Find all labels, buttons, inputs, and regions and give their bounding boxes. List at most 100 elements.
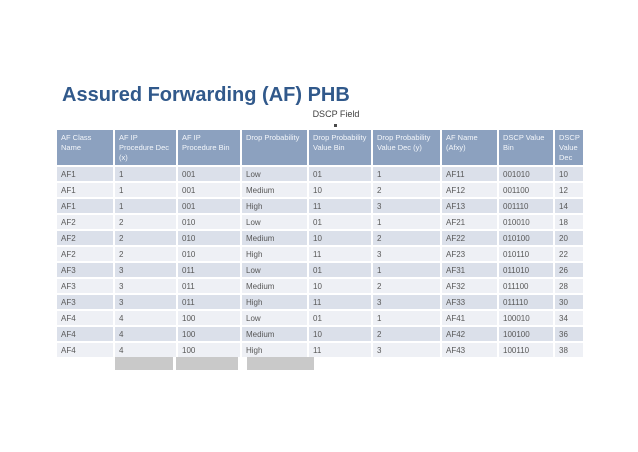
table-cell: 011	[176, 277, 242, 296]
table-cell: 1	[371, 309, 442, 328]
table-cell: AF32	[440, 277, 499, 296]
table-cell: 1	[113, 197, 178, 216]
table-row: AF3 3 011 High 11 3 AF33 011110 30	[55, 293, 585, 312]
table-cell: AF2	[55, 213, 115, 232]
table-cell: 36	[553, 325, 585, 344]
table-cell: 26	[553, 261, 585, 280]
table-cell: AF1	[55, 165, 115, 184]
table-cell: 10	[307, 325, 373, 344]
table-cell: AF12	[440, 181, 499, 200]
table-cell: Medium	[240, 325, 309, 344]
table-cell: 2	[113, 229, 178, 248]
table-header: AF Class Name AF IP Procedure Dec (x) AF…	[55, 127, 585, 168]
table-cell: 010010	[497, 213, 555, 232]
placeholder-bar	[176, 357, 238, 370]
table-cell: 1	[113, 181, 178, 200]
table-cell: 3	[113, 293, 178, 312]
table-cell: 2	[371, 181, 442, 200]
table-cell: 34	[553, 309, 585, 328]
table-cell: 100100	[497, 325, 555, 344]
table-cell: 1	[371, 165, 442, 184]
table-cell: 010100	[497, 229, 555, 248]
table-cell: 01	[307, 261, 373, 280]
table-row: AF4 4 100 Medium 10 2 AF42 100100 36	[55, 325, 585, 344]
table-cell: 3	[371, 293, 442, 312]
table-cell: 18	[553, 213, 585, 232]
column-header-drop-probability: Drop Probability	[240, 127, 309, 168]
table-cell: 4	[113, 309, 178, 328]
table-cell: 12	[553, 181, 585, 200]
table-cell: High	[240, 245, 309, 264]
table-cell: 4	[113, 325, 178, 344]
table-cell: AF3	[55, 277, 115, 296]
table-cell: 011100	[497, 277, 555, 296]
table-row: AF1 1 001 Medium 10 2 AF12 001100 12	[55, 181, 585, 200]
column-header-drop-prob-value-bin: Drop Probability Value Bin	[307, 127, 373, 168]
placeholder-bar	[115, 357, 173, 370]
table-row: AF2 2 010 Low 01 1 AF21 010010 18	[55, 213, 585, 232]
table-cell: 100110	[497, 341, 555, 360]
table-cell: 100010	[497, 309, 555, 328]
table-row: AF4 4 100 High 11 3 AF43 100110 38	[55, 341, 585, 360]
table-cell: 4	[113, 341, 178, 360]
table-cell: 1	[371, 261, 442, 280]
table-cell: 011110	[497, 293, 555, 312]
table-cell: 2	[113, 245, 178, 264]
dscp-field-label: DSCP Field	[312, 109, 360, 119]
table-cell: AF11	[440, 165, 499, 184]
table-cell: High	[240, 293, 309, 312]
table-cell: AF13	[440, 197, 499, 216]
table-cell: Low	[240, 261, 309, 280]
table-cell: 010110	[497, 245, 555, 264]
table-row: AF2 2 010 Medium 10 2 AF22 010100 20	[55, 229, 585, 248]
table-cell: 11	[307, 341, 373, 360]
table-cell: 01	[307, 309, 373, 328]
table-cell: 20	[553, 229, 585, 248]
table-cell: 3	[371, 245, 442, 264]
pointer-dot-icon	[334, 124, 337, 127]
table-cell: 001100	[497, 181, 555, 200]
header-row: AF Class Name AF IP Procedure Dec (x) AF…	[55, 127, 585, 168]
table-row: AF2 2 010 High 11 3 AF23 010110 22	[55, 245, 585, 264]
table-cell: 010	[176, 245, 242, 264]
column-header-af-ip-procedure-bin: AF IP Procedure Bin	[176, 127, 242, 168]
table-cell: Low	[240, 165, 309, 184]
table-cell: Medium	[240, 181, 309, 200]
table-cell: AF33	[440, 293, 499, 312]
table-cell: 30	[553, 293, 585, 312]
table-cell: 100	[176, 309, 242, 328]
table-row: AF3 3 011 Medium 10 2 AF32 011100 28	[55, 277, 585, 296]
table-cell: 001010	[497, 165, 555, 184]
table-row: AF1 1 001 High 11 3 AF13 001110 14	[55, 197, 585, 216]
af-phb-table: AF Class Name AF IP Procedure Dec (x) AF…	[55, 127, 585, 360]
table-cell: 28	[553, 277, 585, 296]
table-cell: 001110	[497, 197, 555, 216]
table-cell: 3	[371, 341, 442, 360]
table-cell: 10	[307, 229, 373, 248]
table-cell: High	[240, 341, 309, 360]
table-cell: AF2	[55, 229, 115, 248]
table-cell: AF4	[55, 341, 115, 360]
table-cell: 3	[113, 261, 178, 280]
table-cell: Medium	[240, 229, 309, 248]
table-cell: Medium	[240, 277, 309, 296]
table-cell: 01	[307, 165, 373, 184]
table-cell: AF4	[55, 309, 115, 328]
table-cell: 100	[176, 325, 242, 344]
table-cell: 11	[307, 245, 373, 264]
table-cell: 01	[307, 213, 373, 232]
table-cell: 010	[176, 229, 242, 248]
table-cell: 001	[176, 165, 242, 184]
table-cell: 1	[113, 165, 178, 184]
table-cell: 1	[371, 213, 442, 232]
table-cell: 14	[553, 197, 585, 216]
column-header-af-ip-procedure-dec: AF IP Procedure Dec (x)	[113, 127, 178, 168]
table-cell: 100	[176, 341, 242, 360]
table-cell: AF23	[440, 245, 499, 264]
table-cell: 10	[307, 277, 373, 296]
table-cell: 2	[371, 325, 442, 344]
table-cell: AF22	[440, 229, 499, 248]
table-cell: AF4	[55, 325, 115, 344]
table-cell: 10	[553, 165, 585, 184]
